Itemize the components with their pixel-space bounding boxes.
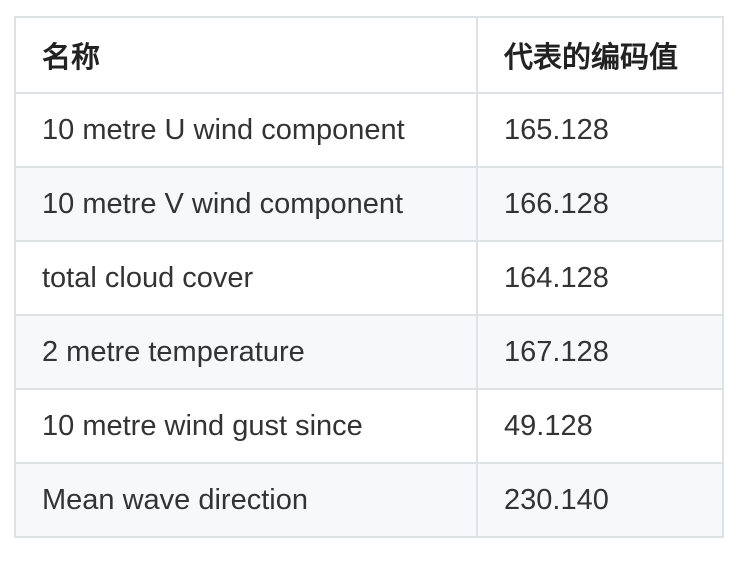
cell-code-value: 49.128 — [476, 388, 724, 464]
cell-code-value: 167.128 — [476, 314, 724, 390]
header-code-value: 代表的编码值 — [476, 16, 724, 94]
cell-name: Mean wave direction — [14, 462, 478, 538]
cell-code-value: 230.140 — [476, 462, 724, 538]
table-row: total cloud cover 164.128 — [14, 240, 724, 316]
table-row: 10 metre U wind component 165.128 — [14, 92, 724, 168]
table-row: 2 metre temperature 167.128 — [14, 314, 724, 390]
cell-name: 10 metre wind gust since — [14, 388, 478, 464]
cell-name: 10 metre U wind component — [14, 92, 478, 168]
cell-code-value: 164.128 — [476, 240, 724, 316]
table-row: 10 metre V wind component 166.128 — [14, 166, 724, 242]
cell-name: 2 metre temperature — [14, 314, 478, 390]
table-body: 10 metre U wind component 165.128 10 met… — [14, 92, 724, 538]
table-row: Mean wave direction 230.140 — [14, 462, 724, 538]
cell-code-value: 165.128 — [476, 92, 724, 168]
parameter-table-container: 名称 代表的编码值 10 metre U wind component 165.… — [14, 16, 724, 538]
cell-code-value: 166.128 — [476, 166, 724, 242]
table-row: 10 metre wind gust since 49.128 — [14, 388, 724, 464]
header-row: 名称 代表的编码值 — [14, 16, 724, 94]
header-name: 名称 — [14, 16, 478, 94]
parameter-table: 名称 代表的编码值 10 metre U wind component 165.… — [14, 16, 724, 538]
cell-name: 10 metre V wind component — [14, 166, 478, 242]
cell-name: total cloud cover — [14, 240, 478, 316]
table-header: 名称 代表的编码值 — [14, 16, 724, 94]
